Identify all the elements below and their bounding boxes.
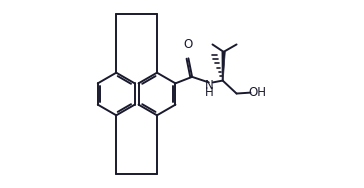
Text: O: O: [184, 38, 193, 51]
Text: N: N: [205, 79, 214, 92]
Polygon shape: [222, 52, 225, 81]
Text: OH: OH: [249, 86, 266, 99]
Text: H: H: [205, 86, 214, 99]
